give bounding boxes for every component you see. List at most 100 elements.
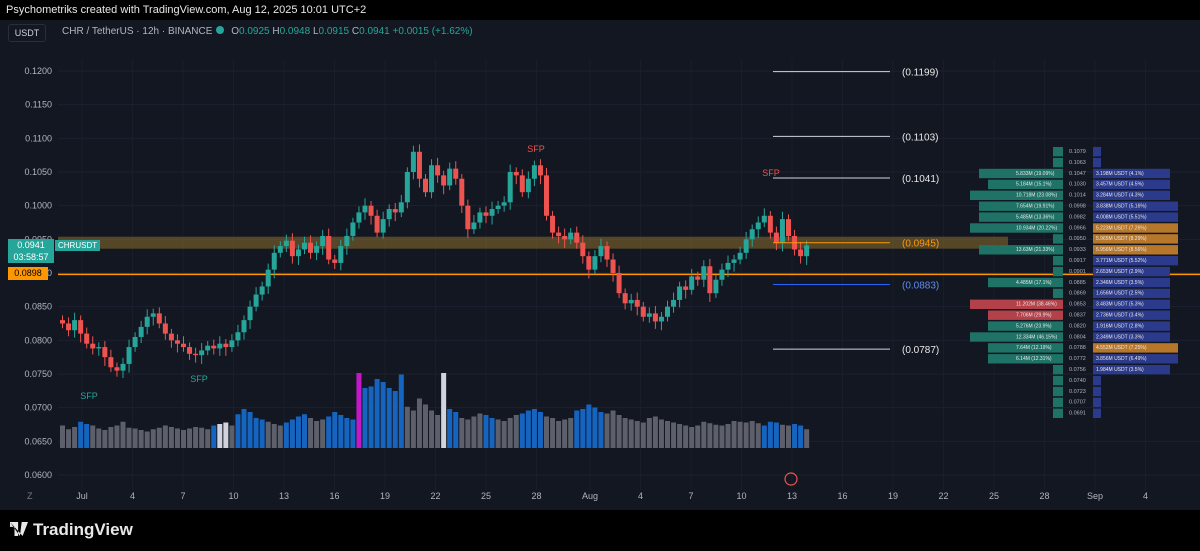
profile-price: 0.0917: [1069, 258, 1086, 264]
candle-body: [138, 326, 144, 337]
candle-body: [344, 235, 350, 247]
ohlc-legend: CHR / TetherUS · 12h · BINANCE O0.0925 H…: [62, 26, 473, 37]
volume-bar: [368, 386, 374, 448]
fib-level-label: (0.1199): [902, 68, 939, 79]
volume-bar: [380, 382, 386, 448]
candle-body: [404, 172, 410, 203]
candle-body: [737, 252, 743, 260]
profile-right-label: 1.656M USDT (2.5%): [1096, 291, 1144, 297]
volume-bar: [187, 428, 193, 448]
candle-body: [289, 240, 295, 257]
volume-bar: [652, 416, 658, 448]
volume-bar: [447, 409, 453, 448]
legend-c-value: 0.0941: [359, 26, 390, 37]
legend-l-label: L: [312, 26, 319, 37]
volume-bar: [271, 424, 277, 448]
volume-bar: [592, 407, 598, 448]
symbol-price-tag: CHRUSDT: [55, 240, 101, 251]
volume-bar: [320, 419, 326, 448]
profile-price: 0.0885: [1069, 280, 1086, 286]
volume-bar: [707, 423, 713, 448]
sfp-annotation: SFP: [527, 144, 545, 154]
legend-symbol: CHR / TetherUS · 12h · BINANCE: [62, 26, 213, 37]
candle-body: [592, 256, 598, 270]
x-tick-label: 7: [688, 491, 693, 501]
candle-body: [247, 306, 253, 321]
x-tick-label: 28: [1039, 491, 1049, 501]
chart-svg[interactable]: 0.1200 0.1150 0.1100 0.1050 0.1000 0.0950 0.09…: [0, 20, 1200, 510]
volume-bar: [604, 413, 610, 448]
profile-right-label: 1.916M USDT (2.8%): [1096, 323, 1144, 329]
volume-bar: [150, 429, 156, 448]
candle-body: [531, 165, 537, 179]
candle-body: [386, 209, 392, 220]
candle-body: [719, 269, 725, 280]
profile-left-label: 7.706M (29.9%): [1016, 313, 1052, 319]
volume-bar: [731, 421, 737, 448]
volume-bar: [350, 419, 356, 448]
profile-left-label: 13.63M (21.33%): [1016, 247, 1055, 253]
candle-body: [114, 367, 120, 371]
volume-bar: [235, 414, 241, 448]
volume-bar: [616, 415, 622, 448]
volume-bar: [289, 419, 295, 448]
candle-body: [519, 175, 525, 193]
legend-o-value: 0.0925: [238, 26, 270, 37]
profile-price: 0.1014: [1069, 193, 1086, 199]
volume-bar: [556, 421, 562, 448]
profile-price: 0.0820: [1069, 323, 1086, 329]
current-price-tag: 0.0941 03:58:57: [8, 239, 54, 263]
volume-bar: [205, 429, 211, 448]
fib-level-label: (0.0883): [902, 280, 939, 291]
status-dot-icon: [216, 26, 225, 34]
candle-body: [193, 353, 199, 356]
tradingview-logo-icon: [10, 522, 28, 536]
volume-bar: [374, 379, 380, 448]
profile-right-bar: [1093, 201, 1178, 211]
volume-bar: [66, 429, 72, 448]
volume-bar: [223, 422, 229, 448]
candle-body: [544, 175, 549, 216]
profile-right-bar: [1093, 223, 1178, 233]
volume-bar: [568, 418, 574, 448]
profile-left-label: 11.202M (38.46%): [1016, 302, 1057, 308]
profile-left-label: 5.276M (23.9%): [1016, 323, 1052, 329]
candle-body: [749, 229, 755, 240]
timezone-mark[interactable]: Z: [27, 491, 33, 501]
candle-body: [671, 299, 677, 307]
volume-bar: [90, 425, 96, 448]
x-tick-label: 4: [130, 491, 135, 501]
volume-bar: [193, 427, 199, 448]
candle-body: [144, 316, 150, 327]
candle-body: [156, 313, 162, 324]
volume-bar: [114, 425, 120, 448]
profile-right-bar: [1093, 375, 1101, 386]
candle-body: [598, 246, 604, 257]
candle-body: [308, 242, 314, 253]
x-tick-label: 13: [787, 491, 797, 501]
currency-selector[interactable]: USDT: [8, 24, 46, 42]
candle-body: [767, 215, 773, 233]
profile-right-label: 3.483M USDT (5.3%): [1096, 302, 1144, 308]
candle-body: [410, 151, 416, 172]
profile-right-bar: [1093, 245, 1178, 255]
volume-bar: [544, 416, 549, 448]
profile-right-label: 3.457M USDT (4.5%): [1096, 182, 1144, 188]
profile-right-bar: [1093, 310, 1170, 320]
tradingview-logo[interactable]: TradingView: [10, 520, 133, 540]
candle-body: [356, 212, 362, 223]
candle-body: [174, 340, 180, 344]
caption-text: Psychometriks created with TradingView.c…: [6, 4, 367, 16]
legend-change: +0.0015 (+1.62%): [392, 26, 473, 37]
profile-right-label: 2.346M USDT (3.5%): [1096, 280, 1144, 286]
x-tick-label: 16: [329, 491, 339, 501]
legend-h-label: H: [272, 26, 280, 37]
x-tick-label: 16: [837, 491, 847, 501]
profile-right-bar: [1093, 386, 1101, 397]
volume-bar: [362, 388, 368, 448]
volume-bar: [120, 421, 126, 448]
volume-bar: [683, 425, 689, 448]
fib-level-label: (0.0945): [902, 239, 939, 250]
candle-body: [120, 363, 126, 371]
volume-bar: [277, 425, 283, 448]
